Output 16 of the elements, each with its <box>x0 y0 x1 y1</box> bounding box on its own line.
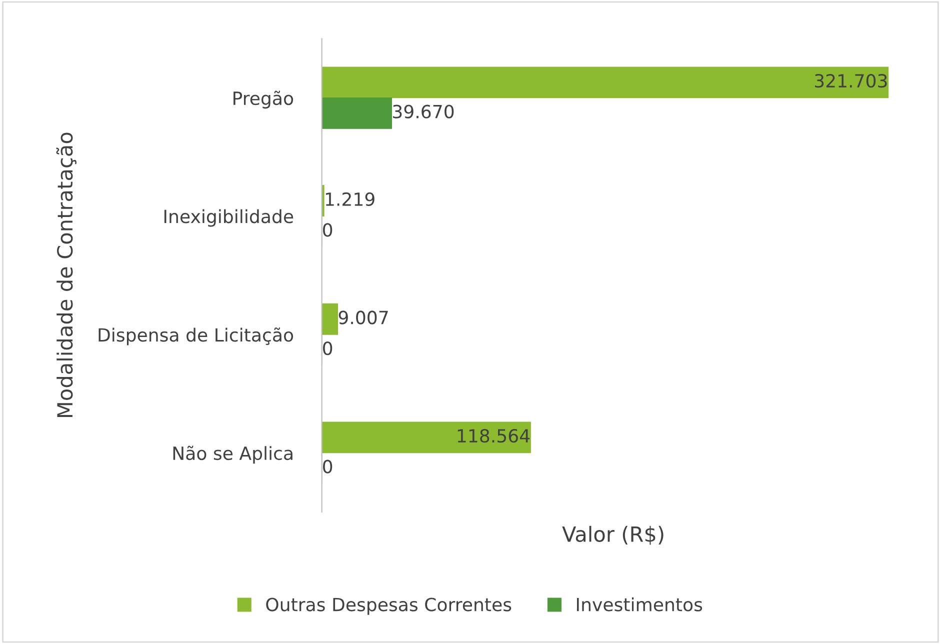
data-label: 0 <box>323 341 332 356</box>
data-label: 0 <box>323 460 332 474</box>
x-axis-title: Valor (R$) <box>562 526 664 545</box>
y-tick-label: Não se Aplica <box>173 446 292 464</box>
data-label: 0 <box>323 223 332 237</box>
legend-label: Outras Despesas Correntes <box>266 598 512 615</box>
data-label: 9.007 <box>338 310 388 324</box>
data-label: 118.564 <box>458 429 530 443</box>
y-tick-label: Pregão <box>234 90 294 109</box>
data-label: 321.703 <box>814 74 887 88</box>
y-tick-label: Dispensa de Licitação <box>98 327 294 346</box>
y-tick-label: Inexigibilidade <box>164 209 294 227</box>
y-axis-title: Modalidade de Contratação <box>56 132 76 418</box>
legend-label: Investimentos <box>576 597 702 612</box>
data-label: 1.219 <box>326 192 374 206</box>
data-label: 39.670 <box>393 104 454 118</box>
